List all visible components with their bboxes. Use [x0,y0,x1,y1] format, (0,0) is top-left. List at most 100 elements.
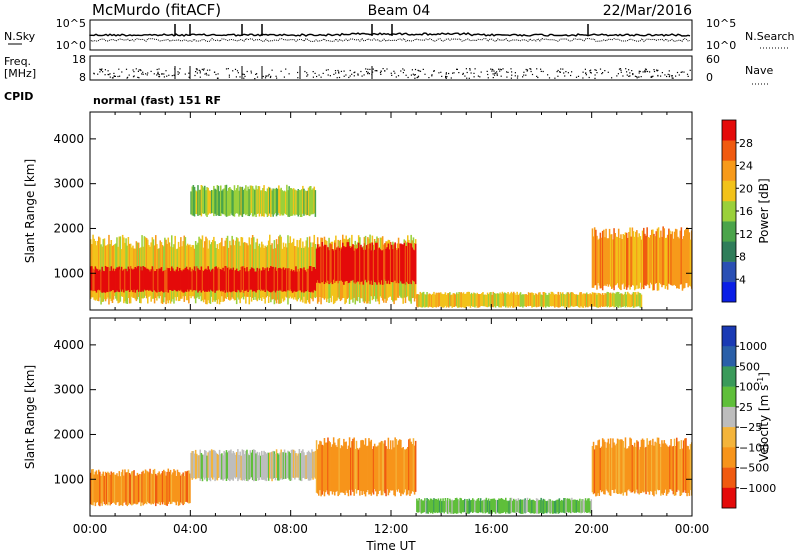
freq-dot [395,76,397,78]
heatmap-cell [327,437,329,495]
freq-dot [462,72,464,74]
heatmap-cell [202,270,205,291]
heatmap-cell [165,475,167,506]
heatmap-cell [216,453,219,481]
freq-dot [626,71,628,73]
x-tick-label: 12:00 [374,522,409,536]
heatmap-cell [586,292,588,307]
heatmap-cell [386,448,388,490]
heatmap-cell [241,266,244,290]
heatmap-cell [616,237,619,284]
freq-dot [629,75,631,77]
heatmap-cell [305,191,308,216]
heatmap-cell [606,291,609,308]
heatmap-cell [387,243,390,281]
heatmap-cell [372,446,375,495]
freq-dot [575,76,578,78]
heatmap-cell [448,293,450,308]
heatmap-cell [238,271,240,291]
heatmap-cell [519,499,522,514]
heatmap-cell [299,268,302,291]
freq-dot [407,76,409,79]
heatmap-cell [256,189,259,214]
heatmap-cell [189,473,191,504]
heatmap-cell [220,185,222,216]
heatmap-cell [552,293,555,307]
freq-dot [366,71,368,73]
heatmap-cell [250,267,253,290]
freq-dot [452,72,454,74]
freq-dot [548,77,551,79]
freq-left-label-line1: Freq. [4,55,31,68]
freq-dot [177,73,179,75]
heatmap-cell [129,474,132,505]
heatmap-cell [573,294,575,307]
heatmap-cell [605,447,607,490]
freq-dot [338,72,340,74]
heatmap-cell [184,268,187,292]
heatmap-cell [600,294,603,307]
freq-dot [196,72,198,74]
freq-dot [470,72,472,74]
heatmap-cell [132,269,134,293]
heatmap-cell [307,268,310,292]
freq-dot [329,75,331,77]
colorbar-tick-label: 24 [739,160,753,173]
heatmap-cell [295,190,297,215]
freq-dot [469,69,471,71]
heatmap-cell [575,500,578,513]
heatmap-cell [460,498,463,514]
heatmap-cell [629,294,631,308]
heatmap-cell [635,292,637,307]
y-tick-label: 2000 [53,221,84,235]
heatmap-cell [599,232,602,289]
power-x-ticks [89,112,693,310]
heatmap-cell [176,469,179,502]
heatmap-cell [216,268,219,291]
heatmap-cell [262,454,264,480]
heatmap-cell [664,443,667,490]
heatmap-cell [132,471,134,505]
freq-dot [639,70,641,73]
heatmap-cell [119,269,122,290]
freq-dot [514,72,516,74]
heatmap-cell [196,266,198,290]
heatmap-cell [595,229,597,286]
freq-dot [547,74,549,76]
heatmap-cell [684,438,686,491]
heatmap-cell [167,468,170,504]
heatmap-cell [92,234,94,298]
heatmap-cell [296,455,298,478]
heatmap-cell [365,245,368,283]
colorbar-tick-label: 20 [739,182,753,195]
heatmap-cell [160,267,163,291]
velocity-colorbar-label-sup: -1 [756,377,765,385]
heatmap-cell [567,292,570,308]
heatmap-cell [674,228,677,286]
heatmap-cell [651,445,653,492]
heatmap-cell [237,238,239,298]
heatmap-cell [296,190,298,215]
heatmap-cell [485,294,488,307]
heatmap-cell [310,186,312,215]
freq-dot [402,68,404,70]
y-tick-label: 3000 [53,177,84,191]
heatmap-cell [682,236,685,289]
heatmap-cell [663,228,666,286]
freq-dot [431,74,433,76]
freq-dot [585,74,587,76]
freq-dot [559,71,561,73]
freq-dot [594,69,596,71]
heatmap-cell [456,497,458,514]
heatmap-cell [166,267,168,290]
freq-dot [664,74,666,76]
heatmap-cell [343,438,345,494]
heatmap-cell [326,442,328,491]
heatmap-cell [330,446,333,492]
heatmap-cell [422,500,425,513]
freq-dot [490,68,492,70]
freq-dot [337,69,339,72]
heatmap-cell [253,188,255,217]
heatmap-cell [135,475,138,505]
heatmap-cell [644,447,646,492]
